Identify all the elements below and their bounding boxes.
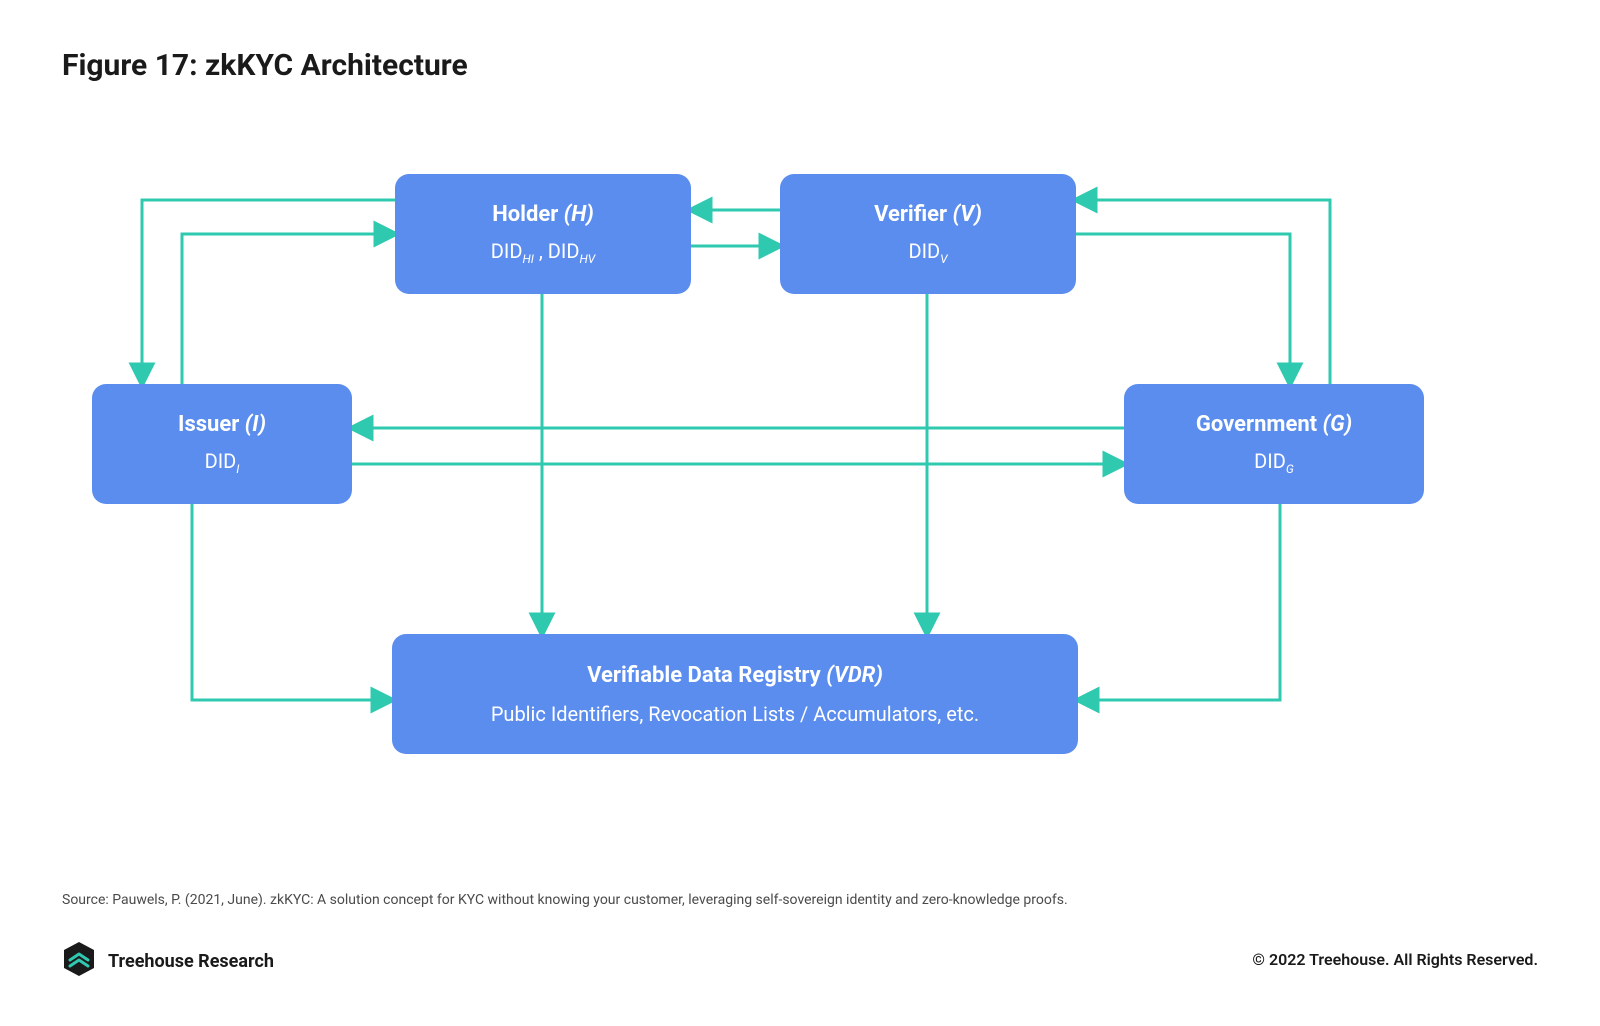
footer-copyright: © 2022 Treehouse. All Rights Reserved. bbox=[1252, 950, 1538, 969]
architecture-diagram: Holder (H) DIDHI , DIDHV Verifier (V) DI… bbox=[62, 130, 1538, 810]
edge-issuer-to-holder bbox=[182, 234, 395, 384]
edge-government-to-vdr bbox=[1078, 504, 1280, 700]
node-issuer: Issuer (I) DIDI bbox=[92, 384, 352, 504]
node-issuer-sub: DIDI bbox=[205, 449, 240, 476]
figure-title: Figure 17: zkKYC Architecture bbox=[62, 48, 468, 83]
edge-government-to-verifier bbox=[1076, 200, 1330, 384]
node-vdr: Verifiable Data Registry (VDR) Public Id… bbox=[392, 634, 1078, 754]
node-vdr-title: Verifiable Data Registry (VDR) bbox=[587, 663, 883, 688]
edge-issuer-to-vdr bbox=[192, 504, 392, 700]
footer-brand-text: Treehouse Research bbox=[108, 951, 274, 972]
node-holder-title: Holder (H) bbox=[492, 202, 594, 227]
node-verifier-title: Verifier (V) bbox=[874, 202, 982, 227]
node-holder-sub: DIDHI , DIDHV bbox=[491, 239, 595, 266]
edge-verifier-to-government bbox=[1076, 234, 1290, 384]
node-vdr-sub: Public Identifiers, Revocation Lists / A… bbox=[491, 702, 979, 726]
edge-holder-to-issuer bbox=[142, 200, 395, 384]
node-government-sub: DIDG bbox=[1254, 449, 1294, 476]
node-verifier-sub: DIDV bbox=[908, 239, 947, 266]
figure-source: Source: Pauwels, P. (2021, June). zkKYC:… bbox=[62, 892, 1068, 908]
treehouse-logo-icon bbox=[62, 940, 96, 982]
footer-brand: Treehouse Research bbox=[62, 940, 274, 982]
node-government: Government (G) DIDG bbox=[1124, 384, 1424, 504]
node-issuer-title: Issuer (I) bbox=[178, 412, 266, 437]
node-verifier: Verifier (V) DIDV bbox=[780, 174, 1076, 294]
node-holder: Holder (H) DIDHI , DIDHV bbox=[395, 174, 691, 294]
node-government-title: Government (G) bbox=[1196, 412, 1352, 437]
